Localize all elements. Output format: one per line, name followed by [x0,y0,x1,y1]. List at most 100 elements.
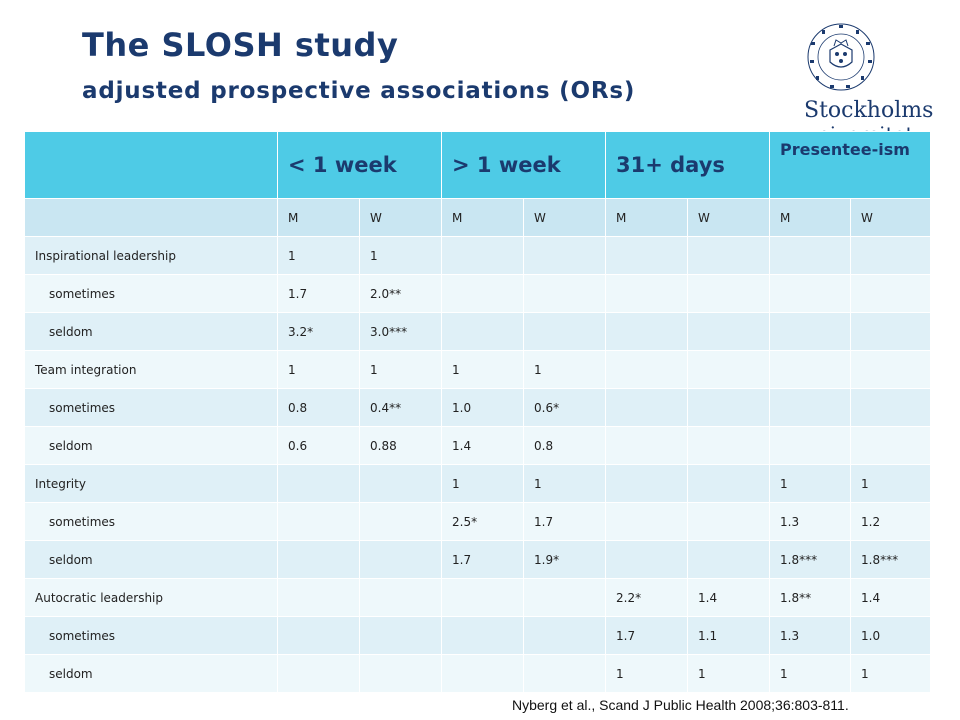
row-label: seldom [24,426,278,465]
table-cell [769,236,852,275]
table-cell: 1.8** [769,578,852,617]
citation: Nyberg et al., Scand J Public Health 200… [512,697,849,713]
subheader-cell [24,198,278,237]
table-cell [769,274,852,313]
table-cell: 3.0*** [359,312,442,351]
table-cell: 2.5* [441,502,524,541]
row-label: sometimes [24,388,278,427]
table-cell [605,540,688,579]
table-cell: 1.2 [850,502,932,541]
table-cell: 0.8 [277,388,360,427]
table-cell: 0.88 [359,426,442,465]
university-logo: Stockholms universitet [798,22,933,146]
table-cell: 1 [850,654,932,693]
table-cell [605,350,688,389]
subheader-cell: W [359,198,442,237]
slide-subtitle: adjusted prospective associations (ORs) [82,78,636,104]
row-label: Autocratic leadership [24,578,278,617]
table-cell [605,502,688,541]
row-label: seldom [24,654,278,693]
table-cell [605,464,688,503]
table-cell [850,388,932,427]
table-cell: 1.8*** [850,540,932,579]
header-cell-over-1-week: > 1 week [441,131,606,199]
header-cell-presenteeism: Presentee-ism [769,131,932,199]
table-cell [850,426,932,465]
table-cell [850,274,932,313]
table-cell [686,502,771,541]
subheader-cell: W [523,198,606,237]
table-row: seldom 0.6 0.88 1.4 0.8 [24,426,932,465]
header-cell-under-1-week: < 1 week [277,131,442,199]
table-cell [523,578,606,617]
header-cell-empty [24,131,278,199]
table-row: seldom 3.2* 3.0*** [24,312,932,351]
table-row: sometimes 2.5* 1.7 1.3 1.2 [24,502,932,541]
row-label: sometimes [24,502,278,541]
subheader-cell: W [850,198,932,237]
table-cell [441,616,524,655]
table-cell: 0.6 [277,426,360,465]
table-cell: 1.4 [441,426,524,465]
table-cell [605,388,688,427]
table-cell [605,426,688,465]
table-row: sometimes 1.7 1.1 1.3 1.0 [24,616,932,655]
university-seal-icon [807,23,875,91]
subheader-cell: M [441,198,524,237]
table-cell: 1 [769,654,852,693]
logo-wordmark-line1: Stockholms [804,98,934,123]
table-cell [359,578,442,617]
row-label: seldom [24,312,278,351]
table-cell [277,502,360,541]
table-cell [686,388,771,427]
table-header-row: < 1 week > 1 week 31+ days Presentee-ism [24,131,932,199]
table-cell [769,312,852,351]
table-cell: 1 [686,654,771,693]
table-cell [523,274,606,313]
table-cell: 1 [277,350,360,389]
table-cell: 1.7 [277,274,360,313]
table-row: seldom 1 1 1 1 [24,654,932,693]
row-label: seldom [24,540,278,579]
table-cell: 1 [441,350,524,389]
table-cell: 1 [359,236,442,275]
table-cell: 1.8*** [769,540,852,579]
table-cell: 1 [441,464,524,503]
table-cell [277,578,360,617]
odds-ratio-table: < 1 week > 1 week 31+ days Presentee-ism… [24,131,932,693]
table-cell [605,236,688,275]
table-cell [359,464,442,503]
table-cell: 1 [523,464,606,503]
table-row: seldom 1.7 1.9* 1.8*** 1.8*** [24,540,932,579]
table-cell [686,464,771,503]
table-cell [441,236,524,275]
table-cell: 1.0 [441,388,524,427]
table-cell [359,540,442,579]
table-cell: 1 [359,350,442,389]
table-row: Integrity 1 1 1 1 [24,464,932,503]
table-cell [277,540,360,579]
table-cell [605,274,688,313]
table-row: Autocratic leadership 2.2* 1.4 1.8** 1.4 [24,578,932,617]
table-cell: 1 [277,236,360,275]
table-cell [686,274,771,313]
table-cell [850,236,932,275]
table-cell [686,312,771,351]
table-cell [523,616,606,655]
subheader-cell: M [277,198,360,237]
subheader-cell: W [686,198,771,237]
table-cell: 2.0** [359,274,442,313]
table-cell [523,654,606,693]
table-cell [359,502,442,541]
subheader-cell: M [769,198,852,237]
table-cell: 1.4 [686,578,771,617]
table-cell [686,426,771,465]
table-cell: 1.9* [523,540,606,579]
table-cell [359,616,442,655]
table-cell [523,236,606,275]
header-cell-31-plus-days: 31+ days [604,131,771,199]
table-cell: 0.4** [359,388,442,427]
slide-title: The SLOSH study [82,26,399,64]
table-cell: 0.6* [523,388,606,427]
table-cell [441,654,524,693]
